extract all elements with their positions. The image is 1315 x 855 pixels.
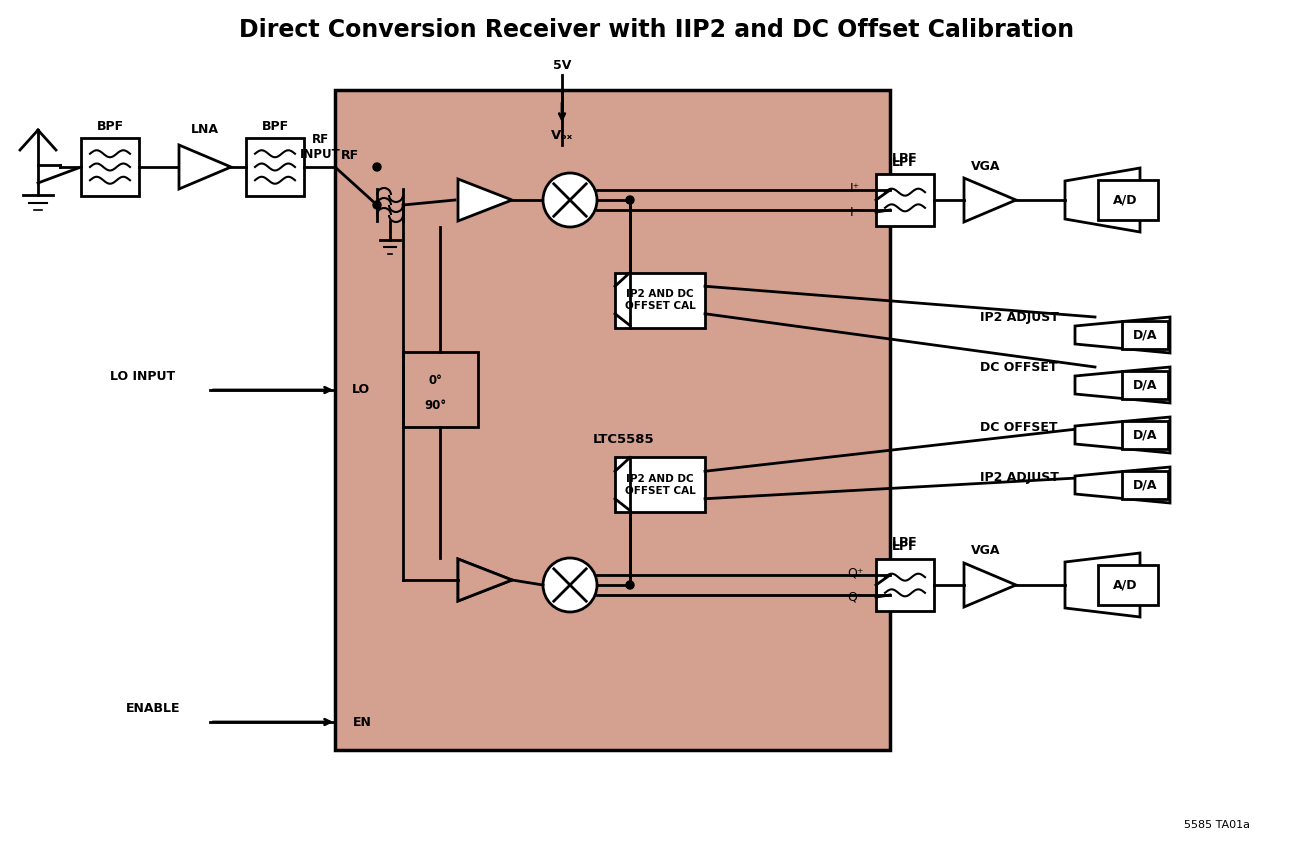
Text: DC OFFSET: DC OFFSET [980,361,1057,374]
FancyBboxPatch shape [876,559,934,611]
FancyBboxPatch shape [335,90,890,750]
FancyBboxPatch shape [1098,565,1159,605]
Polygon shape [1074,417,1170,453]
Text: BPF: BPF [262,120,288,133]
Text: I⁺: I⁺ [849,181,860,194]
Text: IP2 AND DC
OFFSET CAL: IP2 AND DC OFFSET CAL [625,289,696,311]
Text: D/A: D/A [1132,328,1157,341]
Text: LNA: LNA [191,122,220,135]
Text: DC OFFSET: DC OFFSET [980,421,1057,433]
Polygon shape [964,178,1016,222]
Circle shape [543,173,597,227]
Text: Direct Conversion Receiver with IIP2 and DC Offset Calibration: Direct Conversion Receiver with IIP2 and… [239,18,1074,42]
Polygon shape [1065,553,1140,617]
Text: LTC5585: LTC5585 [593,433,655,446]
Text: LPF: LPF [892,156,918,168]
Text: A/D: A/D [1112,579,1137,592]
Text: Q⁺: Q⁺ [847,567,863,580]
Text: IP2 ADJUST: IP2 ADJUST [980,470,1059,483]
Text: I⁻: I⁻ [849,205,860,219]
Text: LO: LO [352,382,370,396]
Text: IP2 AND DC
OFFSET CAL: IP2 AND DC OFFSET CAL [625,475,696,496]
Text: BPF: BPF [96,120,124,133]
Text: Q⁻: Q⁻ [847,591,863,604]
FancyBboxPatch shape [1122,421,1168,449]
FancyBboxPatch shape [1122,471,1168,499]
Polygon shape [1074,467,1170,503]
Text: IP2 ADJUST: IP2 ADJUST [980,310,1059,323]
Text: D/A: D/A [1132,479,1157,492]
Text: 5V: 5V [552,58,571,72]
Text: 5585 TA01a: 5585 TA01a [1184,820,1251,830]
Text: VGA: VGA [972,160,1001,173]
Polygon shape [1065,168,1140,232]
Text: RF
INPUT: RF INPUT [300,133,341,161]
Text: ENABLE: ENABLE [125,701,180,715]
Circle shape [626,581,634,589]
Polygon shape [1074,367,1170,403]
Text: LPF: LPF [892,536,918,550]
FancyBboxPatch shape [1098,180,1159,220]
FancyBboxPatch shape [615,273,705,327]
Circle shape [373,201,381,209]
Polygon shape [458,179,512,221]
Circle shape [543,558,597,612]
Polygon shape [458,559,512,601]
Polygon shape [964,563,1016,607]
FancyBboxPatch shape [876,174,934,226]
FancyBboxPatch shape [82,138,139,196]
Text: 0°: 0° [429,374,442,386]
Text: Vₒₓ: Vₒₓ [551,128,573,141]
Text: VGA: VGA [972,545,1001,557]
FancyBboxPatch shape [615,457,705,512]
Text: A/D: A/D [1112,193,1137,207]
Polygon shape [1074,317,1170,353]
Text: LPF: LPF [892,540,918,553]
Text: D/A: D/A [1132,379,1157,392]
Text: LO INPUT: LO INPUT [110,369,175,382]
FancyBboxPatch shape [246,138,304,196]
Text: LPF: LPF [892,151,918,164]
Polygon shape [179,145,231,189]
Text: RF: RF [341,149,359,162]
Circle shape [626,196,634,204]
FancyBboxPatch shape [1122,321,1168,349]
Text: D/A: D/A [1132,428,1157,441]
FancyBboxPatch shape [1122,371,1168,399]
Polygon shape [458,559,512,601]
Text: 90°: 90° [423,398,446,411]
FancyBboxPatch shape [402,352,477,428]
Text: EN: EN [352,716,372,728]
Circle shape [373,163,381,171]
